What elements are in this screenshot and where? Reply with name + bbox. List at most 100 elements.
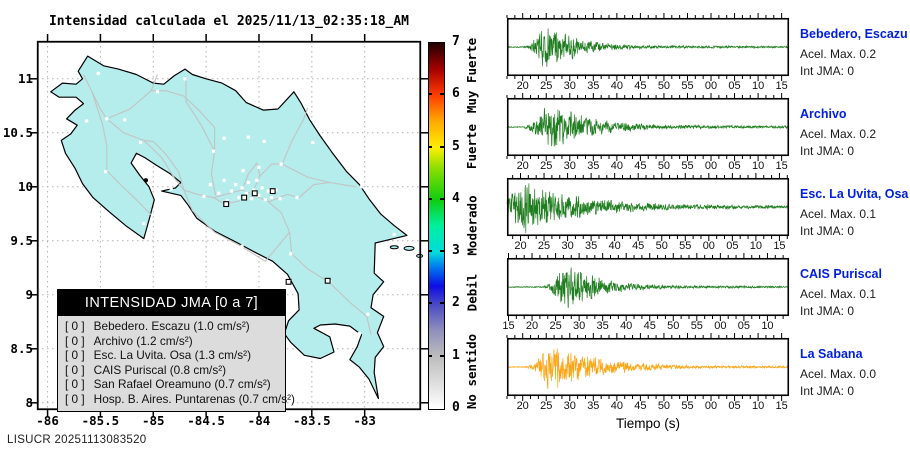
station-marker xyxy=(255,178,259,182)
waveform-trace xyxy=(506,107,790,147)
waveform-trace xyxy=(506,183,790,234)
colorbar-tick xyxy=(440,145,444,148)
waveform-trace xyxy=(506,28,790,67)
watermark-id: LISUCR 20251113083520 xyxy=(7,434,147,446)
time-tick-label: 25 xyxy=(540,160,553,172)
seismogram-panel xyxy=(506,173,790,241)
time-tick-label: 50 xyxy=(667,320,680,332)
station-marker xyxy=(229,189,234,193)
colorbar-category-text: Fuerte xyxy=(464,123,480,170)
time-tick-label: 40 xyxy=(610,160,623,172)
highlight-station-marker xyxy=(269,188,276,195)
int-jma-label: Int JMA: 0 xyxy=(800,384,855,398)
seismogram-svg xyxy=(506,253,790,321)
legend-title: INTENSIDAD JMA [0 a 7] xyxy=(58,290,285,316)
legend-item: [ 0 ] Archivo (1.2 cm/s²) xyxy=(58,334,285,349)
time-tick-label: 30 xyxy=(563,400,576,412)
map-x-tick-label: -85.5 xyxy=(81,413,120,428)
acel-max-label: Acel. Max. 0.2 xyxy=(800,127,877,141)
map-y-tick-label: 11 xyxy=(17,70,33,86)
station-name: La Sabana xyxy=(800,347,863,361)
legend-item-badge: [ 0 ] xyxy=(65,348,85,363)
highlight-station-marker xyxy=(241,194,248,201)
legend-item: [ 0 ] Esc. La Uvita. Osa (1.3 cm/s²) xyxy=(58,348,285,363)
time-tick-label: 20 xyxy=(516,80,529,92)
station-marker xyxy=(183,77,187,81)
station-name: Archivo xyxy=(800,107,847,121)
station-marker xyxy=(244,191,248,195)
colorbar-tick xyxy=(428,250,432,253)
station-marker xyxy=(263,198,267,202)
colorbar-tick xyxy=(428,354,432,357)
time-tick-label: 20 xyxy=(516,400,529,412)
colorbar-tick xyxy=(428,197,432,200)
legend-item-badge: [ 0 ] xyxy=(65,333,85,348)
legend-item: [ 0 ] San Rafael Oreamuno (0.7 cm/s²) xyxy=(58,377,285,392)
station-marker xyxy=(222,178,226,182)
seismogram-svg xyxy=(506,173,790,241)
colorbar-tick xyxy=(440,354,444,357)
seismogram-panel xyxy=(506,253,790,321)
map-svg xyxy=(30,34,428,417)
waveform-trace xyxy=(506,267,790,308)
road-line xyxy=(143,139,185,191)
time-tick-label: 40 xyxy=(610,400,623,412)
time-tick-row: 20 25 30 35 40 45 50 55 00 05 10 15 xyxy=(507,400,789,412)
time-tick-label: 00 xyxy=(714,320,727,332)
seismogram-panel xyxy=(506,13,790,81)
time-tick-label: 25 xyxy=(540,80,553,92)
legend-item: [ 0 ] Bebedero. Escazu (1.0 cm/s²) xyxy=(58,319,285,334)
map-y-tick-label: 10 xyxy=(17,178,33,194)
acel-max-label: Acel. Max. 0.1 xyxy=(800,287,877,301)
seismogram-panel xyxy=(506,93,790,161)
station-marker xyxy=(274,188,278,192)
time-tick-label: 55 xyxy=(681,80,694,92)
time-tick-label: 00 xyxy=(704,80,718,92)
legend-item-badge: [ 0 ] xyxy=(65,377,85,392)
map-x-tick-label: -84.5 xyxy=(187,413,225,428)
time-tick-label: 55 xyxy=(679,240,692,252)
legend-item-label: Bebedero. Escazu (1.0 cm/s²) xyxy=(93,319,250,333)
legend-item-label: San Rafael Oreamuno (0.7 cm/s²) xyxy=(93,377,271,392)
colorbar-category-label: No sentido xyxy=(459,316,485,426)
station-marker xyxy=(246,135,250,139)
colorbar-tick-label: 2 xyxy=(452,295,460,311)
station-marker xyxy=(257,165,261,169)
time-tick-row: 15 20 25 30 35 40 45 50 55 00 05 10 xyxy=(502,320,789,332)
time-tick-label: 30 xyxy=(561,240,574,252)
time-tick-label: 35 xyxy=(587,80,600,92)
colorbar-tick xyxy=(440,93,444,96)
time-tick-label: 40 xyxy=(610,80,623,92)
time-tick-label: 15 xyxy=(775,80,788,92)
legend-item-badge: [ 0 ] xyxy=(65,362,85,377)
time-tick-label: 45 xyxy=(643,320,656,332)
time-tick-label: 15 xyxy=(775,400,788,412)
seismogram-svg xyxy=(506,13,790,81)
map-x-tick-label: -83.5 xyxy=(292,413,331,428)
time-tick-label: 15 xyxy=(775,160,788,172)
time-tick-label: 50 xyxy=(657,160,671,172)
map-x-tick-label: -85 xyxy=(141,413,165,428)
station-marker xyxy=(392,232,396,236)
time-tick-label: 05 xyxy=(737,320,751,332)
station-marker xyxy=(225,199,229,203)
time-tick-label: 25 xyxy=(537,240,551,252)
time-tick-label: 45 xyxy=(634,160,647,172)
station-name: Esc. La Uvita, Osa xyxy=(800,187,909,201)
highlight-station-marker xyxy=(324,277,331,284)
time-tick-label: 15 xyxy=(502,320,515,332)
time-tick-label: 15 xyxy=(773,240,786,252)
colorbar-tick-label: 1 xyxy=(452,347,460,363)
legend-item-label: Hosp. B. Aires. Puntarenas (0.7 cm/s²) xyxy=(93,391,295,406)
station-marker xyxy=(270,196,274,200)
time-tick-label: 20 xyxy=(516,160,529,172)
map-x-tick-label: -84 xyxy=(247,413,271,428)
time-tick-label: 55 xyxy=(681,160,694,172)
colorbar-tick xyxy=(440,197,444,200)
time-tick-label: 20 xyxy=(514,240,527,252)
colorbar-tick xyxy=(440,250,444,253)
time-tick-label: 45 xyxy=(634,400,647,412)
road-line xyxy=(281,107,309,165)
time-tick-label: 10 xyxy=(751,160,765,172)
station-marker xyxy=(240,244,244,248)
